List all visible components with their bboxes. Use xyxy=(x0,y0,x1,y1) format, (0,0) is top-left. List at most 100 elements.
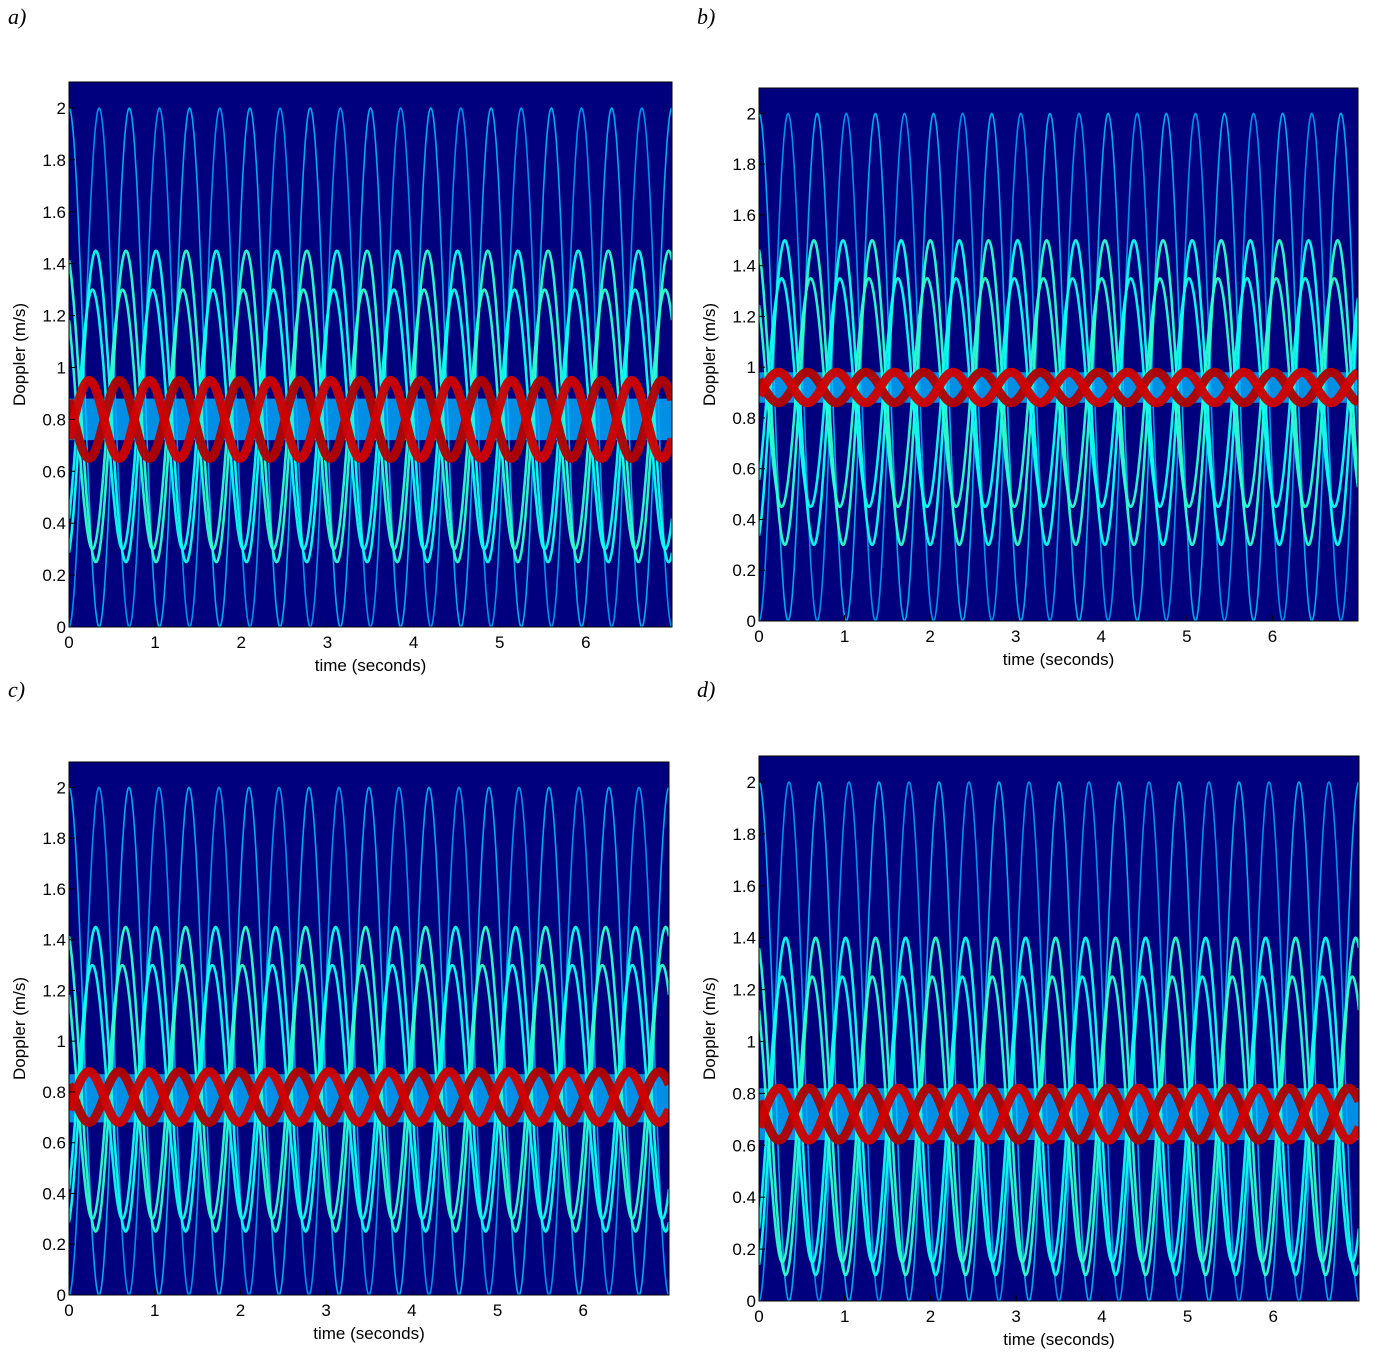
x-tick-label: 2 xyxy=(236,1301,245,1320)
spectrogram-chart-d: 0 0.2 0.4 0.6 0.8 1 1.2 1.4 1.6 1.8 2 0 1 2 3 4 5 6 time (… xyxy=(700,755,1360,1349)
y-tick-label: 0.4 xyxy=(732,1188,756,1207)
x-tick-label: 3 xyxy=(323,633,332,652)
axes-frame xyxy=(758,755,1360,1302)
y-tick-label: 1.2 xyxy=(42,981,66,1000)
y-tick-label: 0.4 xyxy=(732,510,756,529)
x-axis-label: time (seconds) xyxy=(313,1324,424,1343)
y-tick-label: 2 xyxy=(747,773,756,792)
x-tick-label: 5 xyxy=(1182,627,1191,646)
spectrogram-image xyxy=(759,781,1359,1301)
x-tick-label: 1 xyxy=(840,1307,849,1326)
series-line-torso xyxy=(69,1067,669,1127)
x-axis-label: time (seconds) xyxy=(315,656,426,675)
x-tick-label: 1 xyxy=(150,633,159,652)
panel-label-d: d) xyxy=(697,677,716,702)
y-tick-label: 1.4 xyxy=(42,931,66,950)
x-tick-label: 5 xyxy=(495,633,504,652)
panel-label-b: b) xyxy=(697,4,716,29)
y-tick-label: 0 xyxy=(57,618,66,637)
y-tick-label: 1 xyxy=(57,358,66,377)
x-tick-label: 5 xyxy=(493,1301,502,1320)
spectrogram-image xyxy=(759,112,1358,621)
series-line-feet xyxy=(759,781,1359,1301)
x-tick-label: 0 xyxy=(754,1307,763,1326)
y-tick-label: 0.8 xyxy=(732,409,756,428)
y-tick-label: 0.6 xyxy=(732,460,756,479)
y-axis-label: Doppler (m/s) xyxy=(10,303,29,406)
x-tick-label: 6 xyxy=(579,1301,588,1320)
y-axis-label: Doppler (m/s) xyxy=(700,303,719,406)
plot-area xyxy=(759,756,1359,1301)
series-line-torso xyxy=(69,376,672,463)
y-tick-label: 1.6 xyxy=(732,206,756,225)
y-tick-label: 1.4 xyxy=(42,255,66,274)
series-line-feet xyxy=(69,786,669,1295)
axes-frame xyxy=(68,81,673,628)
x-tick-label: 5 xyxy=(1183,1307,1192,1326)
x-tick-label: 1 xyxy=(840,627,849,646)
y-tick-label: 1.8 xyxy=(732,155,756,174)
y-tick-label: 0.4 xyxy=(42,1184,66,1203)
x-tick-label: 3 xyxy=(321,1301,330,1320)
spectrogram-chart-b: 0 0.2 0.4 0.6 0.8 1 1.2 1.4 1.6 1.8 2 0 1 2 3 4 5 6 time (… xyxy=(700,87,1359,669)
axes-frame xyxy=(758,87,1359,622)
x-tick-label: 2 xyxy=(237,633,246,652)
y-tick-label: 1.8 xyxy=(42,151,66,170)
series-line-legs xyxy=(759,975,1359,1264)
series-line-arms xyxy=(759,239,1358,547)
x-tick-label: 0 xyxy=(64,633,73,652)
spectrogram-chart-a: 0 0.2 0.4 0.6 0.8 1 1.2 1.4 1.6 1.8 2 0 1 2 3 4 5 6 time (… xyxy=(10,81,673,675)
y-tick-label: 1.8 xyxy=(732,825,756,844)
y-tick-label: 1.2 xyxy=(732,981,756,1000)
x-tick-label: 6 xyxy=(1269,1307,1278,1326)
y-tick-label: 0 xyxy=(747,612,756,631)
y-tick-label: 0.8 xyxy=(42,1083,66,1102)
y-tick-label: 0.6 xyxy=(42,1134,66,1153)
y-tick-label: 1.4 xyxy=(732,257,756,276)
x-tick-label: 6 xyxy=(1268,627,1277,646)
y-tick-label: 0.6 xyxy=(42,462,66,481)
y-tick-label: 0.2 xyxy=(732,1240,756,1259)
y-tick-label: 1 xyxy=(57,1032,66,1051)
y-tick-label: 1.4 xyxy=(732,929,756,948)
spectrogram-chart-c: 0 0.2 0.4 0.6 0.8 1 1.2 1.4 1.6 1.8 2 0 1 2 3 4 5 6 time (… xyxy=(10,761,670,1343)
y-tick-label: 1.6 xyxy=(732,877,756,896)
series-line-feet xyxy=(69,107,672,627)
spectrogram-image xyxy=(69,786,669,1295)
x-tick-label: 4 xyxy=(409,633,418,652)
y-tick-label: 0.2 xyxy=(42,566,66,585)
series-line-torso xyxy=(759,367,1358,408)
y-axis-label: Doppler (m/s) xyxy=(700,977,719,1080)
spectrogram-image xyxy=(69,107,672,627)
x-tick-label: 0 xyxy=(64,1301,73,1320)
series-line-torso xyxy=(69,1067,669,1127)
y-tick-label: 0.2 xyxy=(42,1235,66,1254)
series-line-feet xyxy=(69,786,669,1295)
y-tick-label: 2 xyxy=(57,99,66,118)
x-tick-label: 4 xyxy=(1097,627,1106,646)
x-axis-label: time (seconds) xyxy=(1003,1330,1114,1349)
panel-label-a: a) xyxy=(8,4,27,29)
y-tick-label: 0.8 xyxy=(732,1084,756,1103)
series-line-feet xyxy=(759,112,1358,621)
y-tick-label: 2 xyxy=(747,104,756,123)
series-line-torso xyxy=(759,1083,1359,1145)
series-line-torso xyxy=(759,1083,1359,1145)
y-tick-label: 0 xyxy=(57,1286,66,1305)
x-tick-label: 3 xyxy=(1011,1307,1020,1326)
panel-label-c: c) xyxy=(8,677,26,702)
y-tick-label: 0 xyxy=(747,1292,756,1311)
x-tick-label: 2 xyxy=(925,627,934,646)
x-tick-label: 1 xyxy=(150,1301,159,1320)
y-axis-label: Doppler (m/s) xyxy=(10,977,29,1080)
x-axis-label: time (seconds) xyxy=(1003,650,1114,669)
y-tick-label: 0.6 xyxy=(732,1136,756,1155)
y-tick-label: 0.2 xyxy=(732,561,756,580)
axes-frame xyxy=(68,761,670,1296)
x-tick-label: 4 xyxy=(1097,1307,1106,1326)
y-tick-label: 1.8 xyxy=(42,829,66,848)
x-tick-label: 3 xyxy=(1011,627,1020,646)
y-tick-label: 1.2 xyxy=(732,307,756,326)
x-tick-label: 2 xyxy=(926,1307,935,1326)
x-tick-label: 0 xyxy=(754,627,763,646)
